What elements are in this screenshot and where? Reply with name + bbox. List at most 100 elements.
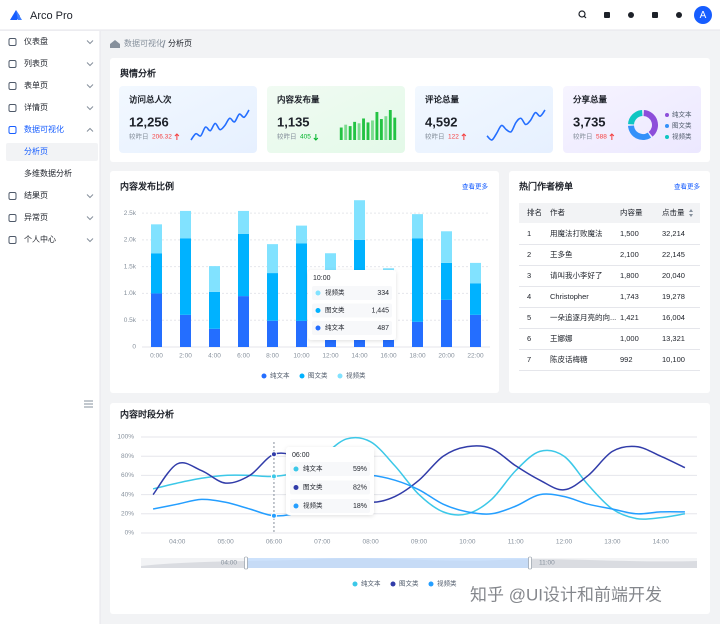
menu-chevron[interactable] <box>86 62 94 67</box>
legend-label: 纯文本 <box>361 579 381 588</box>
menu-icon[interactable] <box>8 192 17 200</box>
bar-segment <box>441 231 452 263</box>
panel-title: 内容发布比例 <box>120 180 174 191</box>
table-cell: Christopher <box>550 292 589 301</box>
breadcrumb-item: 数据可视化 <box>124 38 164 48</box>
x-tick-label: 6:00 <box>237 353 250 360</box>
menu-icon[interactable] <box>8 236 17 244</box>
menu-item[interactable]: 数据可视化 <box>24 124 64 134</box>
table-cell: 1,743 <box>620 292 639 301</box>
bar-segment <box>296 225 307 244</box>
avatar-text[interactable]: A <box>700 10 707 21</box>
x-tick-label: 10:00 <box>459 539 476 546</box>
menu-item[interactable]: 个人中心 <box>24 234 56 244</box>
tooltip-name: 图文类 <box>325 305 345 314</box>
menu-icon[interactable] <box>8 126 17 134</box>
table-cell: 32,214 <box>662 229 685 238</box>
y-tick-label: 2.0k <box>124 237 137 244</box>
legend-dot <box>428 581 434 587</box>
bar-segment <box>354 200 365 240</box>
menu-chevron[interactable] <box>86 40 94 45</box>
header <box>0 0 720 30</box>
x-tick-label: 12:00 <box>556 539 573 546</box>
table-cell: 用魔法打败魔法 <box>550 228 603 238</box>
zoom-handle[interactable] <box>528 556 532 570</box>
spark-bar <box>375 111 379 140</box>
bar-segment <box>412 321 423 347</box>
menu-item[interactable]: 表单页 <box>24 80 48 90</box>
legend-dot <box>665 124 669 128</box>
card-compare: 较昨日 <box>425 132 445 141</box>
zoom-window[interactable] <box>246 558 530 568</box>
spark-bar <box>362 118 365 140</box>
search-icon[interactable] <box>583 15 587 19</box>
menu-chevron[interactable] <box>86 127 94 132</box>
trend-arrow <box>461 133 467 140</box>
menu-icon[interactable] <box>8 214 17 222</box>
logo-mark <box>16 10 22 20</box>
table-cell: 992 <box>620 355 633 364</box>
bar-segment <box>267 320 278 347</box>
x-tick-label: 07:00 <box>314 539 331 546</box>
submenu-item[interactable]: 多维数据分析 <box>24 168 72 178</box>
x-tick-label: 04:00 <box>169 539 186 546</box>
submenu-item[interactable]: 分析页 <box>24 146 48 156</box>
menu-icon[interactable] <box>8 82 17 90</box>
tooltip-name: 视频类 <box>325 288 345 297</box>
menu-chevron[interactable] <box>86 216 94 221</box>
zoom-handle[interactable] <box>244 556 248 570</box>
menu-item[interactable]: 详情页 <box>24 102 48 112</box>
search-icon[interactable] <box>578 10 586 18</box>
y-tick-label: 0% <box>125 530 135 537</box>
x-tick-label: 14:00 <box>351 353 368 360</box>
y-tick-label: 20% <box>121 511 134 518</box>
card-title: 评论总量 <box>425 94 460 104</box>
menu-item[interactable]: 仪表盘 <box>24 36 48 46</box>
breadcrumb-separator <box>162 39 166 49</box>
menu-icon[interactable] <box>8 104 17 112</box>
sort-icon[interactable] <box>689 209 693 217</box>
logo-text: Arco Pro <box>30 10 73 22</box>
panel-title: 内容时段分析 <box>120 408 174 419</box>
collapse-icon[interactable] <box>84 400 93 408</box>
menu-icon[interactable] <box>8 38 17 46</box>
table-cell: 2,100 <box>620 250 639 259</box>
bar-segment <box>151 253 162 294</box>
menu-chevron[interactable] <box>86 238 94 243</box>
x-tick-label: 09:00 <box>411 539 428 546</box>
table-cell: 1,421 <box>620 313 639 322</box>
y-tick-label: 1.0k <box>124 290 137 297</box>
menu-chevron[interactable] <box>86 194 94 199</box>
y-tick-label: 60% <box>121 472 134 479</box>
legend-dot <box>261 373 267 379</box>
spark-bar <box>339 127 343 140</box>
tooltip-dot <box>293 466 299 472</box>
x-tick-label: 8:00 <box>266 353 279 360</box>
stat-card <box>267 86 405 153</box>
table-cell: 13,321 <box>662 334 685 343</box>
settings-icon[interactable] <box>676 12 682 18</box>
watermark: 知乎 @UI设计和前端开发 <box>470 585 662 604</box>
menu-item[interactable]: 结果页 <box>24 190 48 200</box>
theme-icon[interactable] <box>628 12 634 18</box>
menu-chevron[interactable] <box>86 106 94 111</box>
notification-icon[interactable] <box>652 12 658 18</box>
sparkline <box>190 109 250 141</box>
menu-icon[interactable] <box>8 60 17 68</box>
language-icon[interactable] <box>604 12 610 18</box>
more-link[interactable]: 查看更多 <box>462 182 489 191</box>
avatar[interactable] <box>694 6 712 24</box>
menu-item[interactable]: 异常页 <box>24 213 48 222</box>
legend-label: 图文类 <box>399 579 419 588</box>
tooltip-name: 纯文本 <box>325 323 345 332</box>
legend-label: 图文类 <box>672 121 692 130</box>
menu-chevron[interactable] <box>86 84 94 89</box>
menu-item[interactable]: 列表页 <box>24 58 48 68</box>
table-header-cell: 点击量 <box>662 207 685 217</box>
more-link[interactable]: 查看更多 <box>674 182 701 191</box>
spark-bar <box>344 124 348 140</box>
bar-segment <box>151 224 162 254</box>
bar-segment <box>441 299 452 347</box>
tooltip-dot <box>315 290 321 296</box>
table-cell: 5 <box>527 313 531 322</box>
